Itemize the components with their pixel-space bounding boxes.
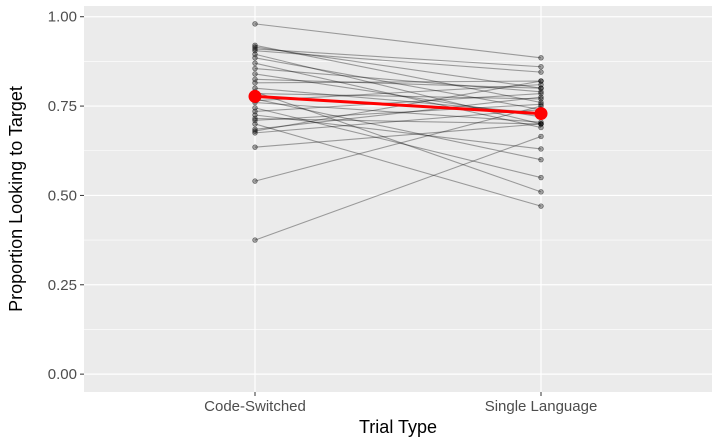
participant-line bbox=[254, 98, 542, 161]
participant-point bbox=[252, 46, 258, 52]
participant-line bbox=[254, 135, 542, 241]
participant-point bbox=[252, 130, 258, 136]
participant-line bbox=[254, 109, 542, 134]
participant-point bbox=[538, 64, 544, 70]
participant-point bbox=[538, 101, 544, 107]
participant-line bbox=[254, 91, 542, 193]
participant-line bbox=[254, 78, 542, 89]
participant-line bbox=[254, 118, 542, 125]
participant-point bbox=[252, 178, 258, 184]
participant-point bbox=[538, 174, 544, 181]
participant-19 bbox=[252, 105, 544, 181]
participant-point bbox=[252, 115, 258, 122]
participant-line bbox=[254, 23, 542, 59]
participant-4 bbox=[252, 46, 544, 70]
participant-23 bbox=[252, 101, 544, 124]
mean-line bbox=[254, 94, 542, 116]
participant-point bbox=[538, 96, 544, 102]
participant-line bbox=[254, 93, 542, 112]
participant-point bbox=[538, 55, 544, 61]
participant-point bbox=[538, 78, 544, 84]
participant-line bbox=[254, 107, 542, 179]
participant-point bbox=[538, 133, 544, 140]
mean-point bbox=[534, 107, 548, 121]
participant-point bbox=[252, 237, 258, 243]
participant-point bbox=[538, 69, 544, 75]
participant-point bbox=[538, 189, 544, 195]
participant-point bbox=[252, 60, 258, 66]
participant-point bbox=[252, 21, 258, 27]
y-tick-label: 0.75 bbox=[48, 98, 77, 115]
participant-point bbox=[538, 146, 544, 152]
participant-point bbox=[538, 156, 544, 163]
participant-9 bbox=[252, 65, 544, 95]
y-tick-label: 0.00 bbox=[48, 366, 77, 383]
participant-line bbox=[254, 67, 542, 93]
participant-line bbox=[254, 103, 542, 121]
y-tick-label: 0.25 bbox=[48, 277, 77, 294]
participant-24 bbox=[252, 121, 544, 209]
participant-line bbox=[254, 96, 542, 130]
mean-point bbox=[248, 89, 262, 103]
x-axis-title: Trial Type bbox=[359, 417, 437, 437]
participant-point bbox=[252, 80, 258, 86]
participant-point bbox=[252, 121, 258, 127]
y-axis: 0.00 0.25 0.50 0.75 1.00 bbox=[48, 9, 84, 383]
participant-point bbox=[538, 203, 544, 209]
participant-line bbox=[254, 48, 542, 68]
y-tick-label: 0.50 bbox=[48, 187, 77, 204]
y-tick-label: 1.00 bbox=[48, 9, 77, 26]
participant-line bbox=[254, 53, 542, 125]
participant-line bbox=[254, 101, 542, 123]
participant-line bbox=[254, 123, 542, 207]
x-tick-label: Code-Switched bbox=[204, 398, 306, 415]
mean-series bbox=[248, 89, 548, 121]
participant-point bbox=[538, 121, 544, 127]
participant-line bbox=[254, 57, 542, 111]
participant-point bbox=[252, 55, 258, 61]
participant-point bbox=[538, 94, 544, 100]
participant-line bbox=[254, 62, 542, 129]
participant-line bbox=[254, 87, 542, 114]
x-axis: Code-Switched Single Language bbox=[204, 392, 597, 415]
participant-line bbox=[254, 50, 542, 73]
participant-point bbox=[252, 128, 258, 134]
plot-panel bbox=[84, 6, 712, 392]
participant-25 bbox=[252, 94, 544, 133]
participant-line bbox=[254, 93, 542, 100]
participant-line bbox=[254, 105, 542, 182]
participant-line bbox=[254, 44, 542, 104]
participant-point bbox=[252, 71, 258, 77]
grid-lines bbox=[84, 6, 712, 392]
participant-line bbox=[254, 80, 542, 84]
participant-line bbox=[254, 123, 542, 148]
participant-28 bbox=[252, 121, 544, 150]
participant-30 bbox=[252, 133, 544, 243]
participant-1 bbox=[252, 21, 544, 61]
participant-point bbox=[252, 65, 258, 72]
y-axis-title: Proportion Looking to Target bbox=[6, 86, 26, 312]
participant-point bbox=[252, 144, 258, 150]
participant-line bbox=[254, 114, 542, 150]
x-tick-label: Single Language bbox=[485, 398, 598, 415]
participant-line bbox=[254, 46, 542, 89]
